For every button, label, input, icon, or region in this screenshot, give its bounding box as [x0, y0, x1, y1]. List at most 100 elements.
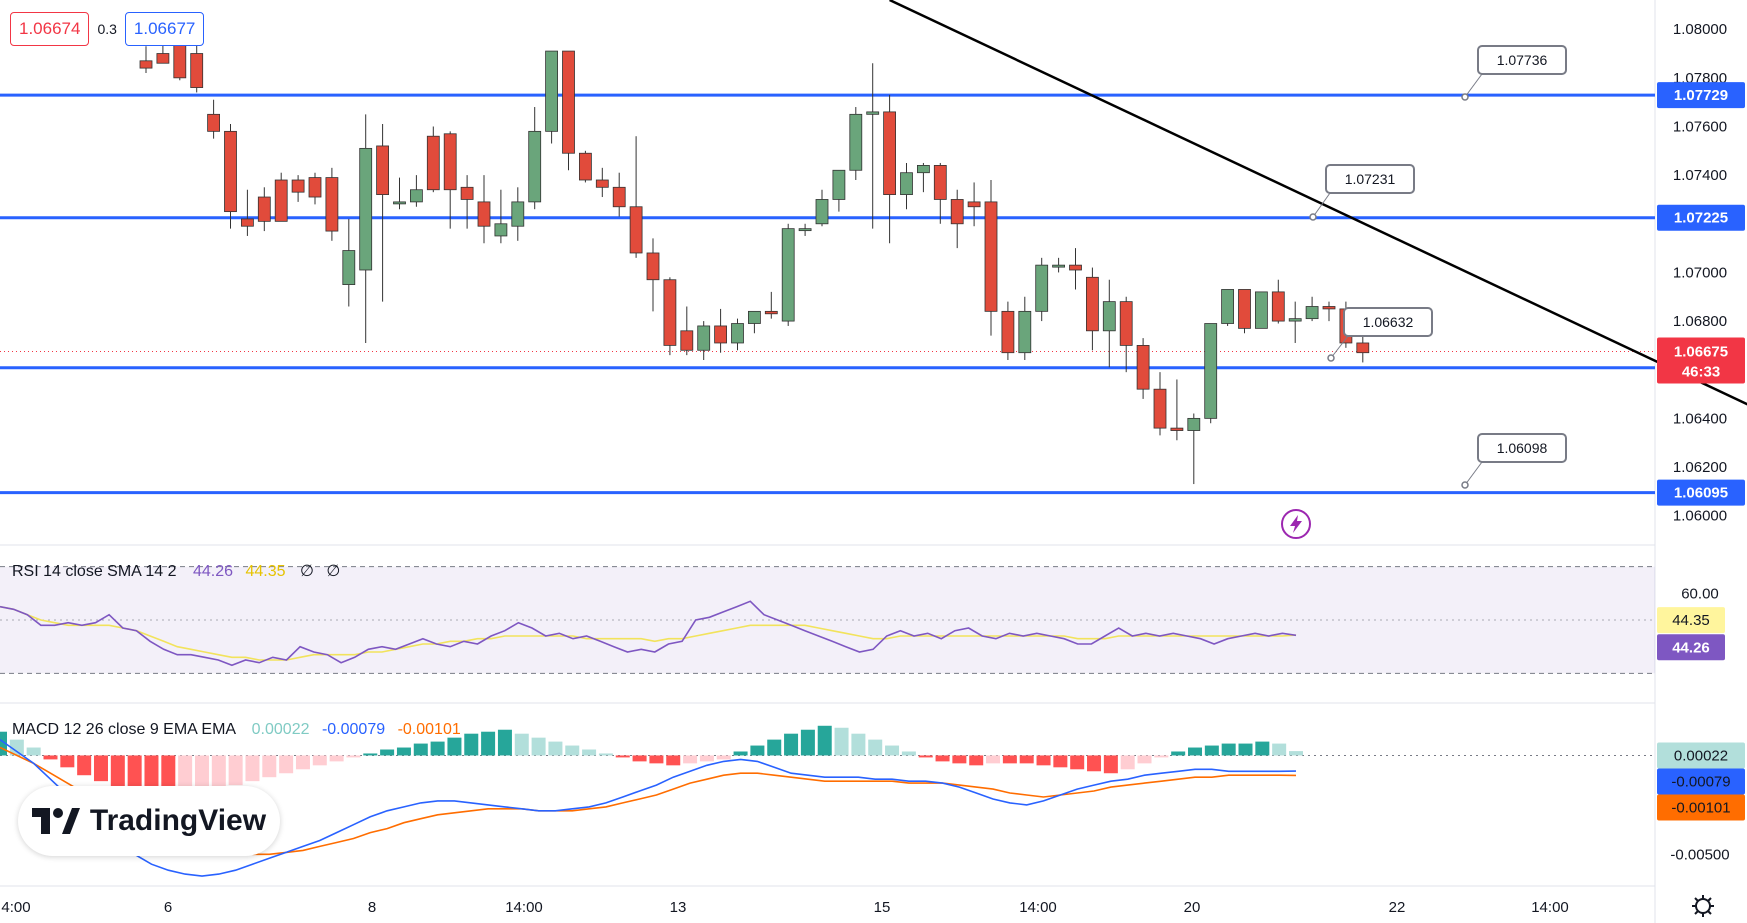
trendline[interactable]	[889, 0, 1747, 406]
candle[interactable]	[257, 187, 271, 232]
candle[interactable]	[1086, 267, 1099, 351]
candle[interactable]	[900, 162, 913, 210]
candle[interactable]	[917, 162, 930, 193]
candle[interactable]	[190, 41, 204, 93]
candle[interactable]	[967, 182, 981, 227]
candle[interactable]	[1153, 372, 1167, 436]
bid-price-button[interactable]: 1.06674	[10, 12, 90, 46]
level-callout[interactable]: 1.06632	[1327, 307, 1433, 362]
candle[interactable]	[477, 175, 491, 244]
candle[interactable]	[460, 175, 474, 229]
candle[interactable]	[1018, 296, 1032, 360]
candle[interactable]	[731, 318, 744, 351]
candle[interactable]	[781, 223, 795, 326]
candle[interactable]	[646, 238, 660, 312]
candle[interactable]	[139, 46, 153, 73]
candle[interactable]	[1119, 296, 1133, 373]
candle[interactable]	[291, 175, 305, 202]
candle-body	[1288, 318, 1302, 322]
macd-histogram-bar	[649, 755, 664, 764]
candle[interactable]	[342, 218, 356, 307]
macd-histogram-bar	[43, 755, 58, 760]
candle[interactable]	[562, 50, 575, 171]
time-tick-label: 14:00	[505, 899, 543, 916]
candle[interactable]	[1271, 279, 1285, 324]
candle[interactable]	[240, 189, 254, 236]
price-axis[interactable]: 1.080001.078001.076001.074001.072001.070…	[1657, 21, 1745, 525]
candle[interactable]	[224, 124, 237, 229]
candle[interactable]	[798, 223, 812, 236]
candle[interactable]	[629, 136, 643, 258]
candle[interactable]	[697, 321, 711, 360]
macd-histogram-bar	[1002, 755, 1017, 764]
candle[interactable]	[815, 189, 829, 227]
rsi-line[interactable]	[0, 600, 1297, 667]
candle[interactable]	[764, 291, 778, 319]
candle[interactable]	[1255, 291, 1268, 329]
candle[interactable]	[595, 167, 609, 198]
level-callout[interactable]: 1.07231	[1309, 164, 1415, 221]
gear-icon[interactable]	[1692, 895, 1714, 917]
candle[interactable]	[1170, 379, 1184, 441]
candle[interactable]	[714, 308, 727, 353]
candle[interactable]	[849, 107, 863, 180]
candle[interactable]	[680, 306, 694, 356]
price-pane[interactable]: 1.07736 1.07231 1.06632 1.06098	[0, 0, 1747, 495]
candle[interactable]	[274, 172, 288, 222]
macd-histogram-bar	[565, 745, 580, 756]
candle[interactable]	[579, 150, 592, 183]
candle[interactable]	[1288, 301, 1302, 343]
candle[interactable]	[933, 162, 947, 224]
macd-histogram-bar	[784, 733, 799, 756]
candle[interactable]	[376, 124, 390, 302]
candle-body	[781, 228, 795, 322]
candle[interactable]	[1356, 335, 1370, 363]
level-callout[interactable]: 1.06098	[1461, 433, 1567, 489]
candle[interactable]	[325, 167, 339, 241]
candle[interactable]	[663, 277, 677, 356]
candle[interactable]	[359, 114, 373, 343]
tradingview-logo-icon	[31, 808, 80, 834]
macd-histogram-bar	[363, 753, 378, 756]
candle[interactable]	[950, 189, 964, 249]
ask-price-button[interactable]: 1.06677	[124, 12, 205, 46]
candle[interactable]	[1069, 248, 1082, 290]
candle[interactable]	[612, 172, 626, 217]
level-callout[interactable]: 1.07736	[1461, 45, 1567, 101]
candle[interactable]	[393, 177, 406, 210]
candle[interactable]	[1187, 413, 1201, 485]
candle[interactable]	[1238, 289, 1251, 334]
rsi-sma-line[interactable]	[0, 605, 1297, 661]
candle[interactable]	[545, 50, 558, 144]
candle[interactable]	[883, 94, 896, 244]
candle[interactable]	[409, 175, 423, 207]
candle[interactable]	[1102, 279, 1116, 368]
candle[interactable]	[1305, 296, 1319, 322]
candle[interactable]	[207, 99, 221, 139]
time-axis[interactable]: 4:00 6 8 14:00 13 15 14:00 20 22 14:00	[1, 899, 1568, 916]
macd-line[interactable]	[0, 738, 1297, 877]
candle[interactable]	[866, 63, 880, 229]
candle[interactable]	[1001, 301, 1015, 360]
candle[interactable]	[426, 126, 440, 193]
macd-pane[interactable]: -0.00500 0.00022 -0.00079 -0.00101	[0, 725, 1745, 877]
candle[interactable]	[494, 189, 508, 244]
candle[interactable]	[443, 131, 457, 229]
tradingview-logo[interactable]: TradingView	[18, 786, 280, 856]
candle[interactable]	[1322, 301, 1336, 322]
candle[interactable]	[1221, 289, 1234, 326]
lightning-icon[interactable]	[1281, 509, 1311, 539]
candle[interactable]	[511, 187, 525, 241]
candle[interactable]	[1052, 257, 1065, 273]
macd-histogram-bar	[161, 755, 176, 794]
candle[interactable]	[1204, 323, 1218, 424]
candle[interactable]	[1035, 257, 1049, 322]
candle[interactable]	[1136, 338, 1150, 399]
candle[interactable]	[748, 310, 761, 334]
candle[interactable]	[308, 172, 322, 205]
candle[interactable]	[832, 169, 846, 212]
candle[interactable]	[528, 107, 542, 210]
candle[interactable]	[984, 180, 998, 336]
